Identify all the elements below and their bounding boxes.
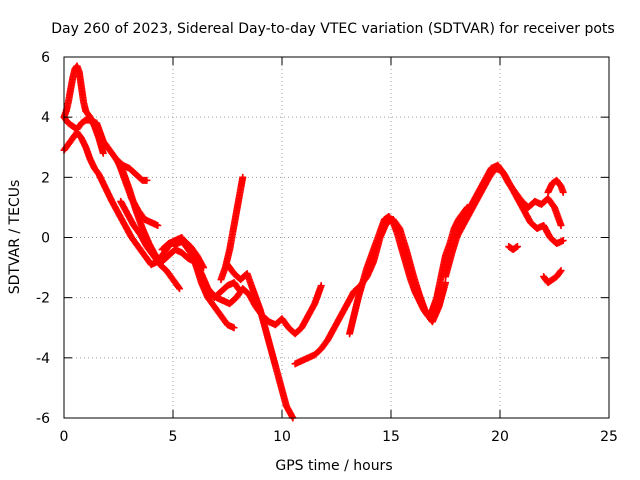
data-point xyxy=(230,324,238,332)
data-point xyxy=(559,237,567,245)
data-point xyxy=(317,282,325,290)
series-arc-15 xyxy=(544,176,567,196)
series-arc-6 xyxy=(115,158,162,229)
data-point xyxy=(556,268,564,276)
data-point xyxy=(143,176,151,184)
x-tick-label: 15 xyxy=(382,429,400,445)
data-point xyxy=(557,267,565,275)
x-tick-label: 25 xyxy=(600,429,618,445)
series-arc-11 xyxy=(291,215,449,368)
x-tick-label: 0 xyxy=(60,429,69,445)
y-tick-label: 4 xyxy=(41,110,50,126)
data-point xyxy=(175,283,183,291)
data-point xyxy=(557,221,565,229)
data-point xyxy=(559,188,567,196)
x-tick-label: 10 xyxy=(273,429,291,445)
data-point xyxy=(513,243,521,251)
series-arc-10 xyxy=(224,261,297,422)
data-point xyxy=(239,173,247,181)
y-axis-label: SDTVAR / TECUs xyxy=(7,180,23,295)
x-tick-label: 5 xyxy=(169,429,178,445)
y-tick-label: 0 xyxy=(41,231,50,247)
x-tick-label: 20 xyxy=(491,429,509,445)
series-arc-14 xyxy=(452,164,565,241)
y-tick-label: -2 xyxy=(36,291,50,307)
series-arc-16 xyxy=(505,243,521,254)
data-point xyxy=(99,149,107,157)
x-axis-label: GPS time / hours xyxy=(275,458,392,474)
series-arc-17 xyxy=(540,267,565,287)
grid xyxy=(64,57,609,418)
series-arc-5 xyxy=(117,197,184,293)
series-arc-2 xyxy=(60,113,151,184)
data-point xyxy=(154,221,162,229)
data-point xyxy=(176,285,184,293)
y-tick-label: 2 xyxy=(41,170,50,186)
data-points xyxy=(60,62,567,422)
series-arc-12 xyxy=(346,203,471,338)
axis-ticks: 0 5 10 15 20 25 -6 -4 -2 0 2 4 6 xyxy=(36,50,618,445)
y-tick-label: -4 xyxy=(36,351,50,367)
y-tick-label: -6 xyxy=(36,411,50,427)
chart-title: Day 260 of 2023, Sidereal Day-to-day VTE… xyxy=(51,21,614,37)
y-tick-label: 6 xyxy=(41,50,50,66)
